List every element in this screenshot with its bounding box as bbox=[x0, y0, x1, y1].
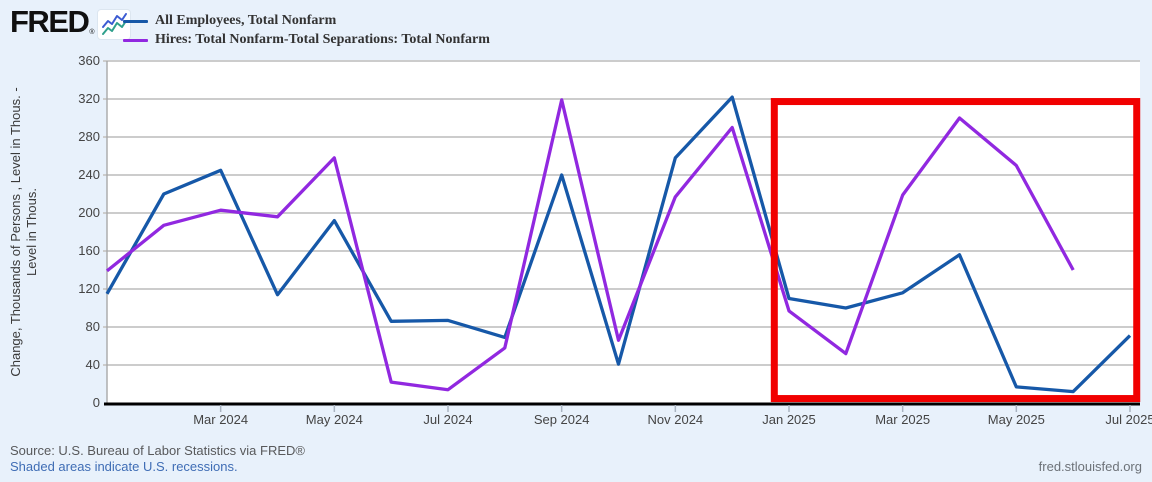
legend-label-all-employees: All Employees, Total Nonfarm bbox=[155, 13, 337, 28]
y-tick-label-40: 40 bbox=[85, 357, 100, 372]
legend-item-hires-minus-separations: Hires: Total Nonfarm-Total Separations: … bbox=[123, 31, 490, 49]
series-line-1 bbox=[105, 98, 1075, 392]
fred-logo: FRED ® bbox=[10, 6, 130, 40]
y-tick-label-160: 160 bbox=[78, 243, 100, 258]
x-tick-label-Jan-2025: Jan 2025 bbox=[762, 412, 816, 427]
y-tick-label-280: 280 bbox=[78, 129, 100, 144]
y-tick-label-360: 360 bbox=[78, 53, 100, 68]
x-tick-label-Mar-2024: Mar 2024 bbox=[193, 412, 249, 427]
source-text: Source: U.S. Bureau of Labor Statistics … bbox=[10, 443, 305, 458]
highlight-rectangle-annotation bbox=[770, 98, 1141, 403]
recessions-link[interactable]: Shaded areas indicate U.S. recessions. bbox=[10, 459, 238, 474]
x-tick-label-Jul-2024: Jul 2024 bbox=[423, 412, 473, 427]
legend-swatch-purple bbox=[123, 38, 148, 42]
y-tick-label-120: 120 bbox=[78, 281, 100, 296]
x-tick-label-May-2025: May 2025 bbox=[987, 412, 1045, 427]
y-tick-label-240: 240 bbox=[78, 167, 100, 182]
y-tick-label-0: 0 bbox=[92, 395, 100, 410]
x-tick-label-Mar-2025: Mar 2025 bbox=[875, 412, 931, 427]
fred-sparkline-icon bbox=[97, 10, 130, 39]
legend-item-all-employees: All Employees, Total Nonfarm bbox=[123, 12, 490, 30]
x-tick-label-May-2024: May 2024 bbox=[305, 412, 363, 427]
site-url: fred.stlouisfed.org bbox=[1038, 459, 1142, 474]
series-line-0 bbox=[105, 95, 1132, 394]
y-tick-label-80: 80 bbox=[85, 319, 100, 334]
y-tick-label-200: 200 bbox=[78, 205, 100, 220]
fred-logo-text: FRED bbox=[10, 4, 90, 39]
x-tick-label-Sep-2024: Sep 2024 bbox=[533, 412, 590, 427]
x-tick-label-Nov-2024: Nov 2024 bbox=[647, 412, 704, 427]
y-tick-label-320: 320 bbox=[78, 91, 100, 106]
fred-logo-registered-mark: ® bbox=[89, 29, 95, 36]
x-tick-label-Jul-2025: Jul 2025 bbox=[1105, 412, 1152, 427]
chart-legend: All Employees, Total Nonfarm Hires: Tota… bbox=[123, 12, 490, 50]
legend-label-hires-minus-separations: Hires: Total Nonfarm-Total Separations: … bbox=[155, 32, 490, 47]
legend-swatch-blue bbox=[123, 19, 148, 23]
